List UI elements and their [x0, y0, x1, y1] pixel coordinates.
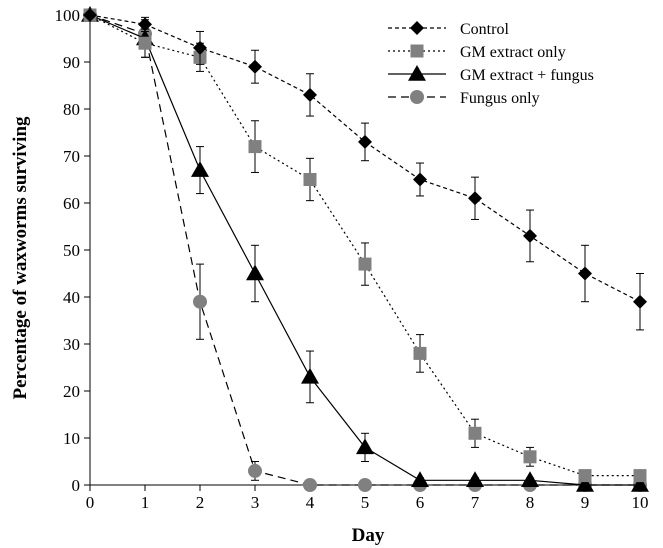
x-tick-label: 9 — [581, 493, 590, 512]
data-point — [576, 476, 594, 492]
legend-label: Fungus only — [460, 90, 540, 107]
data-point — [521, 471, 539, 488]
data-point — [358, 134, 372, 149]
legend-label: GM extract only — [460, 44, 566, 61]
data-point — [578, 469, 592, 483]
data-point — [358, 257, 372, 271]
y-tick-label: 10 — [63, 429, 80, 448]
data-point — [303, 173, 317, 186]
legend-item-control: Control — [388, 21, 509, 38]
series-control — [83, 8, 647, 331]
data-point — [303, 478, 317, 492]
x-tick-label: 10 — [632, 493, 649, 512]
data-point — [413, 172, 427, 187]
series-line — [89, 14, 641, 303]
data-point — [193, 294, 207, 309]
legend-label: GM extract + fungus — [460, 67, 594, 84]
x-tick-label: 0 — [86, 493, 95, 512]
x-tick-label: 2 — [196, 493, 205, 512]
y-tick-label: 20 — [63, 382, 80, 401]
data-point — [248, 463, 262, 478]
data-point — [301, 367, 319, 384]
data-point — [358, 478, 372, 492]
legend-item-fungus-only: Fungus only — [388, 90, 540, 107]
y-tick-label: 30 — [63, 335, 80, 354]
data-point — [523, 450, 537, 464]
y-tick-label: 0 — [72, 476, 81, 495]
data-point — [138, 17, 152, 32]
y-tick-label: 90 — [63, 53, 80, 72]
y-tick-label: 50 — [63, 241, 80, 260]
data-point — [468, 191, 482, 206]
data-point — [193, 40, 207, 55]
x-tick-label: 6 — [416, 493, 425, 512]
data-point — [631, 476, 649, 492]
data-point — [246, 264, 264, 281]
data-point — [83, 8, 97, 22]
x-tick-label: 1 — [141, 493, 150, 512]
data-point — [633, 469, 647, 483]
data-point — [138, 36, 152, 50]
y-tick-label: 40 — [63, 288, 80, 307]
data-point — [523, 228, 537, 243]
data-point — [248, 140, 262, 154]
data-point — [466, 471, 484, 488]
series-gm-extract-only — [83, 8, 647, 483]
x-tick-label: 7 — [471, 493, 480, 512]
y-axis-title: Percentage of waxworms surviving — [10, 116, 31, 400]
x-tick-label: 8 — [526, 493, 535, 512]
data-point — [248, 59, 262, 74]
data-point — [468, 426, 482, 440]
legend-marker — [408, 65, 426, 81]
legend: Control GM extract only GM extract + fungu… — [388, 21, 594, 107]
data-point — [578, 266, 592, 281]
y-tick-label: 60 — [63, 194, 80, 213]
legend-item-gm-extract-fungus: GM extract + fungus — [388, 65, 594, 84]
x-tick-label: 5 — [361, 493, 370, 512]
y-tick-label: 100 — [55, 6, 81, 25]
axes: 0 1 2 3 4 5 6 7 8 9 100102030405060708090100DayPer… — [10, 6, 649, 546]
legend-marker — [410, 90, 424, 104]
series-layer — [81, 6, 649, 492]
data-point — [411, 471, 429, 488]
series-line — [89, 14, 640, 486]
legend-marker — [410, 44, 424, 58]
data-point — [413, 346, 427, 360]
x-tick-label: 3 — [251, 493, 260, 512]
data-point — [303, 87, 317, 102]
legend-item-gm-extract-only: GM extract only — [388, 44, 566, 61]
x-axis-title: Day — [352, 525, 385, 546]
legend-marker — [410, 21, 424, 35]
x-tick-label: 4 — [306, 493, 315, 512]
y-tick-label: 70 — [63, 147, 80, 166]
legend-label: Control — [460, 21, 509, 38]
data-point — [633, 294, 647, 309]
y-tick-label: 80 — [63, 100, 80, 119]
data-point — [356, 438, 374, 455]
data-point — [191, 161, 209, 177]
